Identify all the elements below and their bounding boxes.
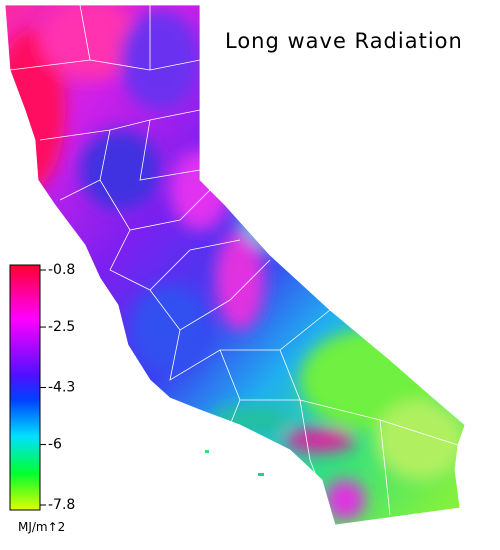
colorbar-unit: MJ/m↑2 — [18, 520, 65, 534]
colorbar: MJ/m↑2 -0.8 -2.5 -4.3 -6 -7.8 — [9, 262, 75, 534]
colorbar-tick-label: -4.3 — [48, 380, 75, 396]
colorbar-tick-label: -7.8 — [48, 497, 75, 513]
county-lines — [4, 4, 466, 526]
island — [205, 450, 209, 453]
colorbar-tick-label: -0.8 — [48, 262, 75, 278]
colorbar-tick-label: -6 — [48, 437, 62, 453]
map-title: Long wave Radiation — [225, 29, 463, 53]
colorbar-tick-label: -2.5 — [48, 319, 75, 335]
island — [258, 473, 264, 476]
colorbar-ramp — [9, 264, 41, 511]
